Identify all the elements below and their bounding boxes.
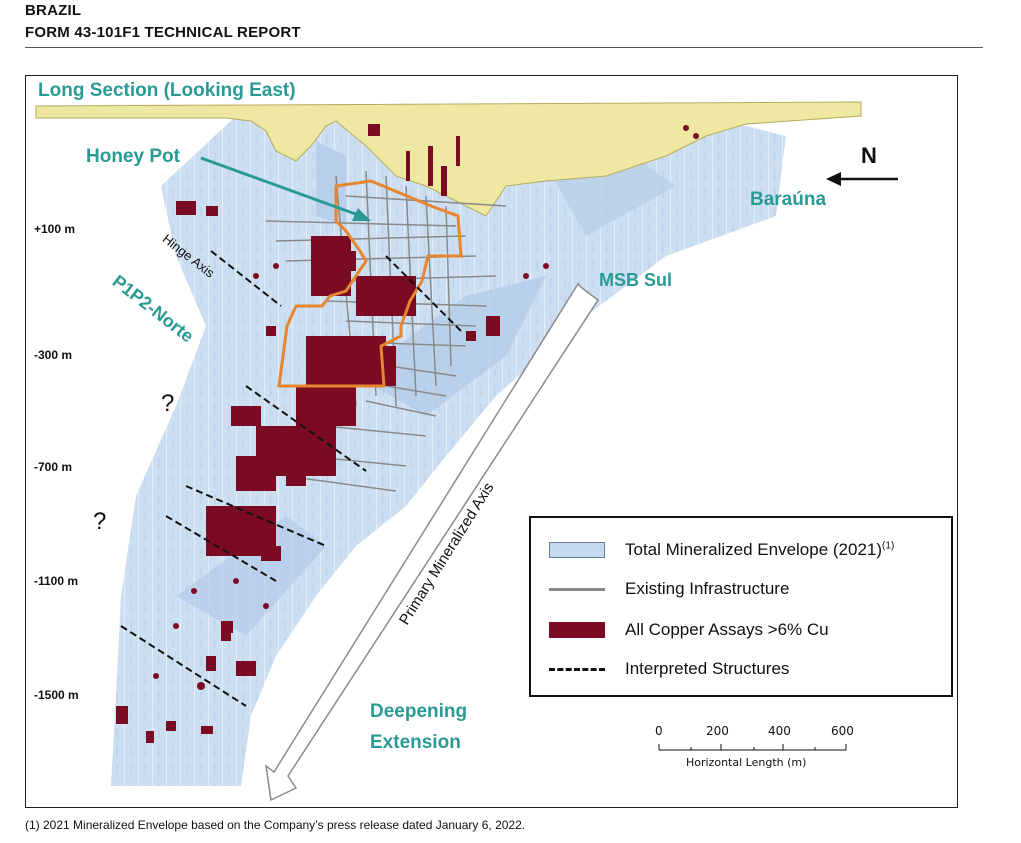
legend-structures-label: Interpreted Structures: [625, 659, 790, 678]
label-deepening: Deepening: [370, 701, 468, 722]
legend-row-copper: All Copper Assays >6% Cu: [549, 615, 829, 645]
legend-envelope-label: Total Mineralized Envelope (2021)(1): [625, 540, 895, 559]
header-rule: [25, 47, 983, 48]
long-section-drawing: [35, 101, 898, 802]
honey-pot-arrow: [200, 156, 371, 221]
copper-assays: [116, 124, 699, 743]
legend: Total Mineralized Envelope (2021)(1) Exi…: [529, 516, 953, 697]
north-label: N: [861, 143, 877, 168]
legend-infrastructure-label: Existing Infrastructure: [625, 579, 790, 598]
question-mark-lower: ?: [93, 508, 107, 535]
orange-outline-zones: [277, 179, 463, 388]
depth-label-minus1100: -1100 m: [34, 574, 79, 588]
question-mark-upper: ?: [161, 390, 175, 417]
scale-tick-600: 600: [831, 724, 854, 738]
legend-row-structures: Interpreted Structures: [549, 654, 789, 684]
copper-swatch: [549, 622, 605, 638]
oxide-zone: [35, 101, 862, 217]
structures-swatch: [549, 667, 605, 671]
long-section-figure: Long Section (Looking East) Honey Pot Ba…: [25, 75, 958, 808]
depth-label-minus700: -700 m: [34, 460, 73, 474]
legend-row-infrastructure: Existing Infrastructure: [549, 574, 789, 604]
depth-label-minus300: -300 m: [34, 348, 73, 362]
label-barauna: Baraúna: [750, 189, 827, 210]
label-msb-sul: MSB Sul: [599, 270, 673, 290]
scale-tick-400: 400: [768, 724, 791, 738]
scale-label: Horizontal Length (m): [686, 756, 807, 769]
legend-envelope-note: (1): [882, 540, 895, 552]
interpreted-structures: [120, 250, 462, 707]
legend-row-envelope: Total Mineralized Envelope (2021)(1): [549, 535, 894, 565]
report-region-heading: BRAZIL: [25, 2, 82, 19]
infrastructure-swatch: [549, 587, 605, 591]
north-arrow: [826, 172, 898, 186]
label-extension: Extension: [370, 732, 461, 753]
primary-axis-arrow: [264, 282, 600, 802]
scale-tick-0: 0: [655, 724, 663, 738]
footnote: (1) 2021 Mineralized Envelope based on t…: [25, 818, 526, 832]
legend-copper-label: All Copper Assays >6% Cu: [625, 620, 829, 639]
depth-label-minus1500: -1500 m: [34, 688, 79, 702]
scale-tick-200: 200: [706, 724, 729, 738]
envelope-swatch: [549, 542, 605, 558]
depth-label-plus100: +100 m: [34, 222, 76, 236]
scale-bar: [658, 744, 847, 751]
figure-title: Long Section (Looking East): [38, 80, 296, 101]
report-form-heading: FORM 43-101F1 TECHNICAL REPORT: [25, 24, 301, 41]
label-honey-pot: Honey Pot: [86, 146, 180, 167]
